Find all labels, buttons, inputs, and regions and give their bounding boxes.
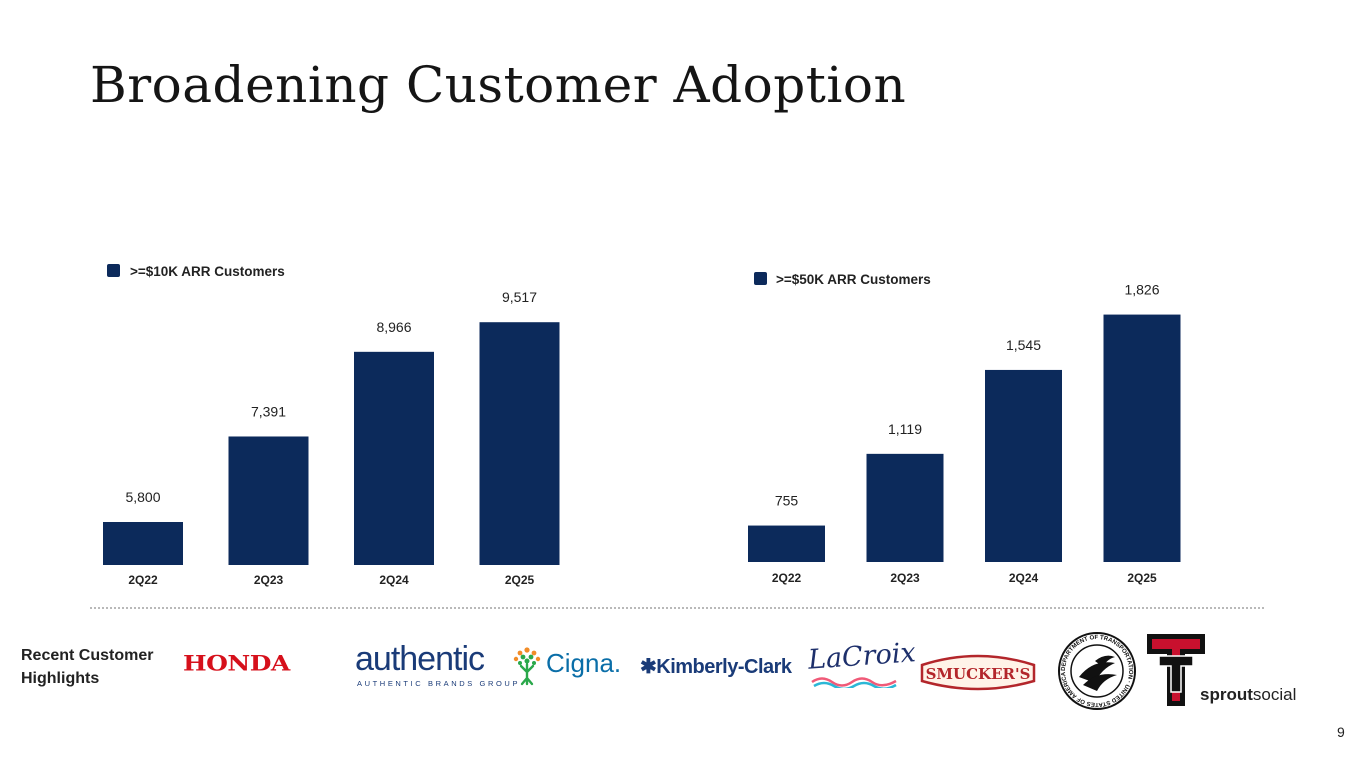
- authentic-logo: authentic: [355, 640, 485, 678]
- bar-2q22: [103, 522, 183, 565]
- bar-2q24: [985, 369, 1062, 562]
- data-label: 9,517: [502, 289, 537, 305]
- sprout-social-logo: sproutsocial: [1200, 685, 1296, 705]
- x-tick-label: 2Q23: [254, 573, 284, 587]
- data-label: 5,800: [125, 489, 160, 505]
- smuckers-badge-icon: SMUCKER'S: [920, 654, 1036, 691]
- texas-tech-icon: TT: [1147, 634, 1205, 706]
- lacroix-wave-icon: [811, 677, 897, 688]
- sprout-regular-text: social: [1252, 685, 1297, 704]
- x-tick-label: 2Q24: [379, 573, 409, 587]
- legend-swatch: [107, 264, 120, 277]
- smuckers-text: SMUCKER'S: [926, 665, 1031, 683]
- x-tick-label: 2Q22: [772, 571, 802, 585]
- lacroix-logo: LaCroix: [807, 637, 917, 676]
- x-tick-label: 2Q25: [505, 573, 535, 587]
- honda-logo: HONDA: [183, 651, 290, 676]
- legend-label: >=$50K ARR Customers: [776, 272, 931, 287]
- page-title: Broadening Customer Adoption: [90, 56, 907, 114]
- x-tick-label: 2Q24: [1009, 571, 1039, 585]
- smuckers-logo: SMUCKER'S: [918, 651, 1038, 693]
- bar-2q22: [748, 525, 825, 562]
- cigna-logo: Cigna.: [546, 648, 622, 678]
- dot-seal-icon: DEPARTMENT OF TRANSPORTATION · UNITED ST…: [1058, 632, 1136, 710]
- legend-label: >=$10K ARR Customers: [130, 264, 285, 279]
- cigna-tree-icon: [513, 647, 541, 686]
- kimberly-clark-logo: ✱Kimberly-Clark: [640, 656, 792, 678]
- x-tick-label: 2Q23: [890, 571, 920, 585]
- bar-2q25: [1103, 314, 1181, 562]
- data-label: 1,545: [1006, 337, 1041, 353]
- data-label: 7,391: [251, 403, 286, 419]
- x-tick-label: 2Q22: [128, 573, 158, 587]
- bar-2q24: [354, 351, 434, 565]
- data-label: 8,966: [376, 319, 411, 335]
- chart-50k-arr: >=$50K ARR Customers 755 2Q22 1,119 2Q23 1,5…: [748, 272, 1181, 585]
- sprout-bold-text: sprout: [1200, 685, 1253, 704]
- chart-10k-arr: >=$10K ARR Customers 5,800 2Q22 7,391 2Q23 8…: [103, 264, 560, 587]
- data-label: 755: [775, 493, 799, 509]
- page-number: 9: [1337, 724, 1345, 740]
- bar-2q25: [479, 322, 560, 565]
- texas-tech-text: TT: [1176, 681, 1178, 683]
- data-label: 1,826: [1124, 282, 1159, 298]
- legend-swatch: [754, 272, 767, 285]
- section-divider: [90, 607, 1264, 609]
- recent-customer-label: Recent Customer Highlights: [21, 647, 154, 687]
- data-label: 1,119: [888, 421, 922, 437]
- texas-tech-logo: TT: [1145, 632, 1207, 708]
- bar-2q23: [228, 436, 309, 565]
- bar-2q23: [866, 453, 944, 562]
- authentic-subtitle: AUTHENTIC BRANDS GROUP: [357, 679, 521, 688]
- x-tick-label: 2Q25: [1127, 571, 1157, 585]
- dot-seal-logo: DEPARTMENT OF TRANSPORTATION · UNITED ST…: [1057, 631, 1137, 711]
